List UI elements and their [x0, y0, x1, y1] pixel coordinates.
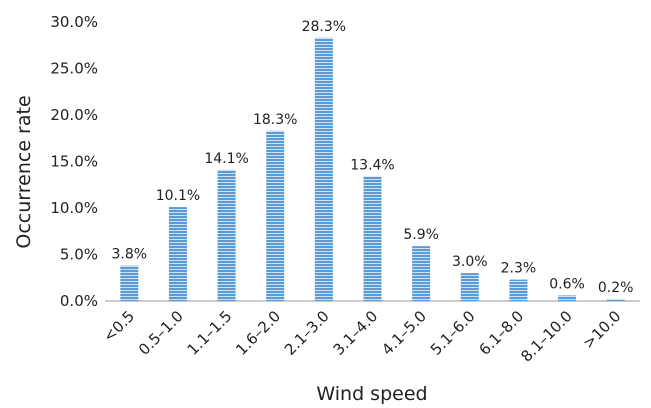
bar — [168, 207, 187, 301]
bar-value-label: 18.3% — [253, 112, 297, 128]
bar-value-label: 10.1% — [156, 188, 200, 204]
y-axis-title: Occurrence rate — [13, 95, 35, 248]
x-category-label: 4.1–5.0 — [378, 307, 430, 359]
bar — [120, 265, 139, 301]
y-tick-label: 10.0% — [50, 199, 98, 217]
bar-value-label: 28.3% — [302, 19, 346, 35]
x-category-label: 5.1–6.0 — [427, 307, 479, 359]
bar-value-label: 3.0% — [452, 254, 488, 270]
bar-value-label: 2.3% — [501, 261, 537, 277]
y-tick-label: 0.0% — [60, 292, 98, 310]
bar-value-label: 13.4% — [350, 157, 394, 173]
x-category-label: 3.1–4.0 — [330, 307, 382, 359]
bar-value-label: 14.1% — [204, 151, 248, 167]
x-category-labels: <0.50.5–1.01.1–1.51.6–2.02.1–3.03.1–4.04… — [100, 307, 625, 366]
x-category-label: 2.1–3.0 — [281, 307, 333, 359]
x-category-label: <0.5 — [100, 307, 138, 345]
bar — [363, 176, 382, 301]
y-tick-label: 25.0% — [50, 60, 98, 78]
bar — [558, 295, 577, 301]
x-axis-title: Wind speed — [316, 383, 427, 405]
x-category-label: >10.0 — [579, 307, 624, 352]
bar — [217, 169, 236, 301]
x-category-label: 0.5–1.0 — [135, 307, 187, 359]
bars — [120, 37, 625, 302]
data-labels: 3.8% 10.1% 14.1% 18.3% 28.3% 13.4% 5.9% 3.0% 2.3… — [112, 19, 634, 296]
y-tick-label: 15.0% — [50, 153, 98, 171]
bar-value-label: 0.2% — [598, 280, 634, 296]
bar — [509, 279, 528, 301]
bar — [460, 273, 479, 301]
bar-value-label: 5.9% — [403, 227, 439, 243]
bar — [606, 299, 625, 301]
bar-value-label: 3.8% — [112, 247, 148, 263]
y-tick-label: 20.0% — [50, 106, 98, 124]
x-category-label: 1.6–2.0 — [232, 307, 284, 359]
y-tick-label: 30.0% — [50, 13, 98, 31]
bar — [266, 130, 285, 301]
bar — [314, 37, 333, 302]
x-category-label: 8.1–10.0 — [517, 307, 576, 366]
y-tick-labels: 0.0% 5.0% 10.0% 15.0% 20.0% 25.0% 30.0% — [50, 13, 98, 310]
y-tick-label: 5.0% — [60, 246, 98, 264]
x-category-label: 1.1–1.5 — [184, 307, 236, 359]
bar-value-label: 0.6% — [549, 276, 585, 292]
bar — [412, 246, 431, 301]
